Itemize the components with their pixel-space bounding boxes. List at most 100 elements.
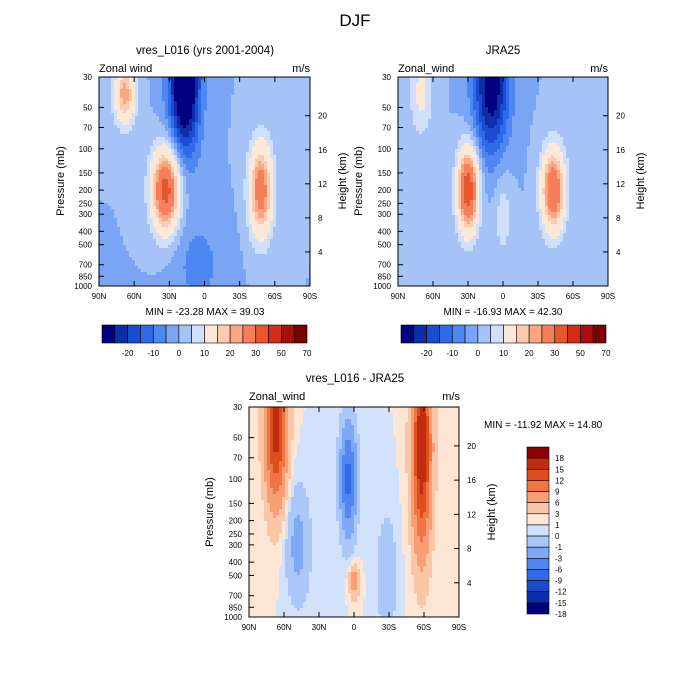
panel-model-units-label: m/s — [292, 63, 310, 75]
height-tick-label-reanalysis: 8 — [616, 214, 621, 223]
colorbar-swatch-model — [229, 324, 244, 344]
colorbar-swatch-reanalysis — [580, 324, 594, 344]
y-tick-label-model: 250 — [79, 199, 93, 208]
panel-model-y-axis-label: Pressure (mb) — [55, 146, 67, 216]
x-tick-label-difference: 60S — [417, 623, 431, 632]
y-tick-label-model: 850 — [79, 272, 93, 281]
x-tick-label-reanalysis: 30N — [461, 292, 476, 301]
colorbar-label-difference: 3 — [555, 510, 560, 519]
panel-model-stats: MIN = -23.28 MAX = 39.03 — [146, 307, 265, 318]
colorbar-swatch-model — [255, 324, 269, 344]
colorbar-swatch-reanalysis — [439, 324, 453, 344]
panel-difference-left-label: Zonal_wind — [249, 391, 305, 403]
colorbar-swatch-difference — [526, 591, 550, 604]
y-tick-label-difference: 70 — [233, 454, 242, 463]
colorbar-label-reanalysis: 10 — [499, 349, 508, 358]
height-tick-label-difference: 20 — [467, 442, 476, 451]
contour-fill-reanalysis — [398, 77, 609, 287]
colorbar-swatch-reanalysis — [400, 324, 415, 344]
y-tick-label-difference: 1000 — [224, 613, 242, 622]
colorbar-swatch-reanalysis — [567, 324, 581, 344]
colorbar-swatch-difference — [526, 491, 550, 503]
colorbar-swatch-reanalysis — [541, 324, 556, 344]
contour-fill-model — [99, 77, 311, 287]
x-tick-label-model: 30N — [162, 292, 177, 301]
colorbar-label-model: 0 — [177, 349, 182, 358]
colorbar-label-difference: -15 — [555, 599, 567, 608]
panel-reanalysis: JRA25 Zonal_wind m/s 90N 60N 30N 0 30S 60S 90S… — [353, 45, 647, 358]
colorbar-label-reanalysis: 20 — [525, 349, 534, 358]
y-tick-label-difference: 100 — [229, 475, 243, 484]
y-tick-label-model: 150 — [79, 169, 93, 178]
y-tick-label-reanalysis: 700 — [378, 261, 392, 270]
y-tick-label-reanalysis: 100 — [378, 145, 392, 154]
y-tick-label-reanalysis: 500 — [378, 241, 392, 250]
colorbar-swatch-reanalysis — [451, 324, 466, 344]
x-tick-label-model: 0 — [202, 292, 207, 301]
y-tick-label-difference: 50 — [233, 434, 242, 443]
colorbar-label-model: 30 — [251, 349, 260, 358]
colorbar-swatch-model — [268, 324, 282, 344]
colorbar-swatch-model — [114, 324, 128, 344]
colorbar-swatch-difference — [526, 446, 550, 459]
colorbar-swatch-model — [204, 324, 218, 344]
colorbar-label-difference: -12 — [555, 588, 567, 597]
colorbar-label-reanalysis: -10 — [446, 349, 458, 358]
panel-model-left-label: Zonal wind — [99, 63, 152, 75]
height-tick-label-model: 4 — [318, 248, 323, 257]
colorbar-swatch-reanalysis — [516, 324, 530, 344]
height-tick-label-reanalysis: 20 — [616, 112, 625, 121]
panel-reanalysis-title: JRA25 — [486, 45, 521, 57]
figure-title: DJF — [339, 11, 370, 30]
y-tick-label-difference: 850 — [229, 603, 243, 612]
y-tick-label-reanalysis: 250 — [378, 199, 392, 208]
y-tick-label-difference: 200 — [229, 517, 243, 526]
x-tick-label-model: 90N — [92, 292, 107, 301]
panel-model: vres_L016 (yrs 2001-2004) Zonal wind m/s… — [55, 45, 349, 358]
colorbar-swatch-model — [281, 324, 295, 344]
colorbar-swatch-difference — [526, 513, 550, 526]
x-tick-label-reanalysis: 90N — [391, 292, 406, 301]
y-tick-label-reanalysis: 200 — [378, 186, 392, 195]
y-tick-label-reanalysis: 70 — [382, 124, 391, 133]
x-tick-label-reanalysis: 0 — [501, 292, 506, 301]
y-tick-label-model: 100 — [79, 145, 93, 154]
colorbar-model: -20 -10 0 10 20 30 50 70 — [101, 324, 312, 358]
height-tick-label-reanalysis: 16 — [616, 146, 625, 155]
colorbar-label-difference: 6 — [555, 499, 560, 508]
y-tick-label-reanalysis: 50 — [382, 103, 391, 112]
x-tick-label-reanalysis: 60N — [426, 292, 441, 301]
colorbar-label-reanalysis: -20 — [421, 349, 433, 358]
colorbar-reanalysis: -20 -10 0 10 20 30 50 70 — [400, 324, 611, 358]
panel-difference-y2-axis-label: Height (km) — [486, 484, 498, 541]
colorbar-swatch-reanalysis — [426, 324, 440, 344]
colorbar-label-model: 10 — [200, 349, 209, 358]
contour-plot-reanalysis: 90N 60N 30N 0 30S 60S 90S 30 50 70 100 150 200 250 300… — [373, 73, 625, 301]
height-tick-label-difference: 12 — [467, 510, 476, 519]
colorbar-swatch-model — [152, 324, 167, 344]
colorbar-label-difference: 15 — [555, 465, 564, 474]
y-tick-label-model: 70 — [83, 124, 92, 133]
colorbar-label-reanalysis: 50 — [576, 349, 585, 358]
y-tick-label-reanalysis: 850 — [378, 272, 392, 281]
colorbar-label-difference: 0 — [555, 532, 560, 541]
y-tick-label-difference: 300 — [229, 541, 243, 550]
y-tick-label-difference: 150 — [229, 499, 243, 508]
y-tick-label-model: 300 — [79, 210, 93, 219]
colorbar-swatch-difference — [526, 480, 550, 492]
colorbar-swatch-difference — [526, 580, 550, 593]
colorbar-swatch-model — [101, 324, 116, 344]
height-tick-label-reanalysis: 4 — [616, 248, 621, 257]
colorbar-swatch-difference — [526, 502, 550, 515]
panel-reanalysis-units-label: m/s — [590, 63, 608, 75]
x-tick-label-model: 60S — [268, 292, 282, 301]
colorbar-swatch-model — [178, 324, 192, 344]
x-tick-label-model: 90S — [303, 292, 317, 301]
colorbar-swatch-model — [293, 324, 308, 344]
x-tick-label-difference: 30N — [312, 623, 327, 632]
colorbar-label-difference: -3 — [555, 554, 563, 563]
colorbar-swatch-reanalysis — [528, 324, 543, 344]
y-tick-label-model: 1000 — [74, 282, 92, 291]
panel-difference-units-label: m/s — [442, 391, 460, 403]
colorbar-label-difference: -6 — [555, 565, 563, 574]
